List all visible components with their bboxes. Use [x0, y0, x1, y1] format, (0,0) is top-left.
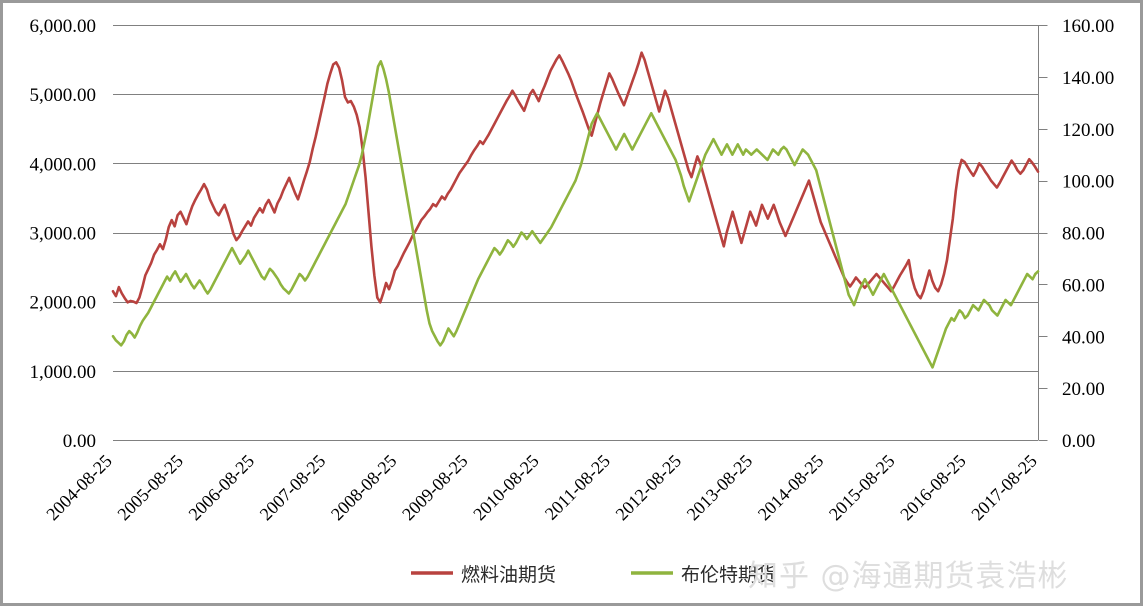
- y-axis-right-tick-label: 20.00: [1062, 379, 1105, 400]
- y-axis-right-tick-label: 160.00: [1062, 16, 1114, 37]
- y-axis-left-labels: 0.00 1,000.00 2,000.00 3,000.00 4,000.00 5,00…: [30, 16, 97, 452]
- y-axis-left-tick-label: 6,000.00: [30, 16, 97, 37]
- x-axis-tick-label: 2013-08-25: [683, 451, 757, 525]
- y-axis-left-tick-label: 1,000.00: [30, 362, 97, 383]
- y-axis-left-tick-label: 2,000.00: [30, 293, 97, 314]
- x-axis-tick-label: 2007-08-25: [256, 451, 330, 525]
- x-axis-tick-label: 2015-08-25: [825, 451, 899, 525]
- y-axis-left-tick-label: 3,000.00: [30, 224, 97, 245]
- plot-wrapper: 0.00 1,000.00 2,000.00 3,000.00 4,000.00 5,00…: [3, 3, 1143, 609]
- series-lines: [111, 51, 1040, 369]
- y-axis-right-tick-label: 0.00: [1062, 431, 1095, 452]
- right-axis: [1037, 24, 1048, 442]
- y-axis-left-tick-label: 0.00: [63, 431, 96, 452]
- y-axis-right-tick-label: 120.00: [1062, 120, 1114, 141]
- x-axis-tick-label: 2011-08-25: [541, 451, 614, 524]
- x-axis-tick-label: 2017-08-25: [967, 451, 1041, 525]
- y-axis-right-tick-label: 100.00: [1062, 172, 1114, 193]
- series-line-1: [111, 51, 1040, 305]
- x-axis-tick-label: 2004-08-25: [42, 451, 116, 525]
- line-chart-svg: 0.00 1,000.00 2,000.00 3,000.00 4,000.00 5,00…: [30, 16, 1115, 594]
- series-line-2: [111, 60, 1040, 369]
- chart-legend: 燃料油期货 布伦特期货: [411, 564, 776, 586]
- x-axis-tick-label: 2006-08-25: [185, 451, 259, 525]
- legend-label-1: 燃料油期货: [461, 564, 556, 586]
- watermark-label: 知乎 @海通期货袁浩彬: [748, 559, 1069, 594]
- y-axis-left-tick-label: 5,000.00: [30, 85, 97, 106]
- y-axis-left-tick-label: 4,000.00: [30, 154, 97, 175]
- x-axis-tick-label: 2005-08-25: [113, 451, 187, 525]
- y-axis-right-tick-label: 80.00: [1062, 224, 1105, 245]
- x-axis-labels: 2004-08-252005-08-252006-08-252007-08-25…: [42, 451, 1041, 525]
- y-axis-right-tick-label: 40.00: [1062, 327, 1105, 348]
- x-axis-tick-label: 2008-08-25: [327, 451, 401, 525]
- x-axis-tick-label: 2009-08-25: [398, 451, 472, 525]
- y-axis-right-labels: 0.00 20.00 40.00 60.00 80.00 100.00 120.00 140.…: [1062, 16, 1114, 452]
- x-axis-tick-label: 2010-08-25: [469, 451, 543, 525]
- gridlines: [113, 25, 1038, 441]
- y-axis-right-tick-label: 140.00: [1062, 68, 1114, 89]
- x-axis-tick-label: 2012-08-25: [612, 451, 686, 525]
- y-axis-right-tick-label: 60.00: [1062, 275, 1105, 296]
- legend-label-2: 布伦特期货: [681, 564, 776, 586]
- x-axis-tick-label: 2016-08-25: [896, 451, 970, 525]
- x-axis-tick-label: 2014-08-25: [754, 451, 828, 525]
